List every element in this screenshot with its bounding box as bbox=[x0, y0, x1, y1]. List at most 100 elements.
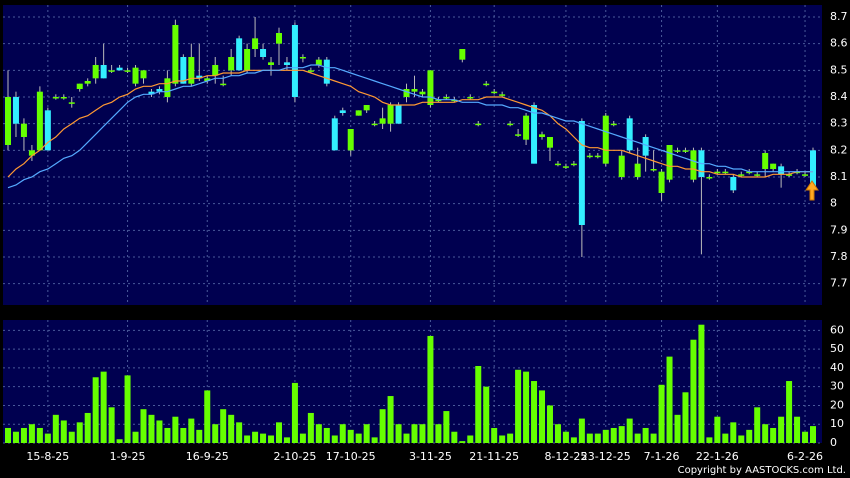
candle-body bbox=[810, 150, 816, 191]
candle-body bbox=[84, 81, 91, 84]
candle-body bbox=[124, 70, 131, 72]
y-tick-label: 8.3 bbox=[830, 117, 848, 130]
candle-body bbox=[299, 57, 306, 59]
volume-bar bbox=[220, 409, 227, 443]
volume-bar bbox=[164, 427, 171, 443]
candle-body bbox=[786, 174, 793, 176]
volume-bar bbox=[467, 435, 474, 443]
volume-bar bbox=[570, 437, 577, 443]
volume-bar bbox=[84, 412, 91, 443]
candle-body bbox=[116, 67, 123, 71]
volume-bar bbox=[738, 435, 745, 443]
candle-body bbox=[379, 118, 386, 124]
candle-body bbox=[323, 59, 330, 84]
volume-bar bbox=[539, 390, 546, 443]
volume-bar bbox=[499, 435, 506, 443]
volume-bar bbox=[618, 426, 625, 443]
volume-bar bbox=[108, 407, 115, 443]
candle-body bbox=[730, 177, 737, 191]
y2-tick-label: 30 bbox=[830, 380, 844, 393]
candle-body bbox=[427, 70, 434, 105]
volume-bar bbox=[690, 339, 697, 443]
candle-body bbox=[236, 38, 243, 71]
candle-body bbox=[722, 171, 729, 174]
volume-bar bbox=[546, 405, 553, 443]
volume-bar bbox=[291, 382, 298, 443]
marker-arrow bbox=[805, 180, 819, 201]
volume-bar bbox=[491, 427, 498, 443]
candle-body bbox=[762, 153, 769, 169]
candle-body bbox=[690, 150, 697, 180]
volume-bar bbox=[810, 426, 816, 443]
volume-bar bbox=[459, 441, 466, 443]
volume-bar bbox=[746, 429, 753, 443]
volume-bar bbox=[283, 437, 290, 443]
volume-bar bbox=[92, 377, 99, 443]
volume-bar bbox=[387, 396, 394, 443]
x-tick-label: 7-1-26 bbox=[644, 450, 680, 463]
candle-body bbox=[76, 83, 83, 89]
volume-bar bbox=[36, 427, 43, 443]
candle-body bbox=[539, 134, 546, 137]
candle-body bbox=[451, 99, 458, 102]
volume-bar bbox=[626, 418, 633, 443]
volume-bar bbox=[236, 422, 243, 443]
x-tick-label: 22-1-26 bbox=[696, 450, 739, 463]
candle-body bbox=[44, 110, 51, 151]
y-tick-label: 8.2 bbox=[830, 143, 848, 156]
y2-tick-label: 50 bbox=[830, 342, 844, 355]
volume-bar bbox=[650, 433, 657, 443]
candle-body bbox=[268, 62, 275, 65]
candle-body bbox=[164, 78, 171, 97]
candle-body bbox=[634, 163, 641, 177]
x-tick-label: 6-2-26 bbox=[787, 450, 823, 463]
volume-bar bbox=[666, 356, 673, 443]
volume-bar bbox=[706, 437, 713, 443]
volume-bar bbox=[188, 418, 195, 443]
volume-bar bbox=[307, 412, 314, 443]
volume-bar bbox=[658, 384, 665, 443]
candle-body bbox=[395, 105, 402, 124]
price-panel bbox=[3, 5, 822, 305]
volume-bar bbox=[252, 431, 259, 443]
volume-bar bbox=[754, 407, 761, 443]
volume-bar bbox=[268, 435, 275, 443]
candle-body bbox=[794, 171, 801, 174]
candle-body bbox=[331, 118, 338, 151]
volume-bar bbox=[586, 433, 593, 443]
volume-bar bbox=[260, 433, 267, 443]
candle-body bbox=[778, 166, 785, 175]
x-tick-label: 23-12-25 bbox=[581, 450, 631, 463]
y-tick-label: 8.5 bbox=[830, 63, 848, 76]
candle-body bbox=[682, 150, 689, 152]
volume-bar bbox=[148, 414, 155, 443]
x-tick-label: 3-11-25 bbox=[409, 450, 452, 463]
candle-body bbox=[626, 118, 633, 151]
volume-bar bbox=[355, 433, 362, 443]
candle-body bbox=[738, 174, 745, 176]
moving-average-line bbox=[7, 69, 813, 178]
x-tick-label: 2-10-25 bbox=[273, 450, 316, 463]
volume-bar bbox=[578, 418, 585, 443]
candle-body bbox=[674, 150, 681, 152]
volume-bar bbox=[331, 435, 338, 443]
x-tick-label: 15-8-25 bbox=[26, 450, 69, 463]
y-tick-label: 8.1 bbox=[830, 170, 848, 183]
candle-body bbox=[252, 38, 259, 49]
volume-bar bbox=[395, 424, 402, 443]
candle-body bbox=[363, 105, 370, 111]
volume-bar bbox=[403, 433, 410, 443]
volume-bar bbox=[602, 429, 609, 443]
x-tick-label: 21-11-25 bbox=[469, 450, 519, 463]
volume-bar bbox=[451, 431, 458, 443]
volume-bar bbox=[44, 433, 51, 443]
candle-body bbox=[339, 110, 346, 113]
y2-tick-label: 40 bbox=[830, 361, 844, 374]
y2-tick-label: 20 bbox=[830, 398, 844, 411]
volume-bar bbox=[52, 414, 59, 443]
candle-body bbox=[411, 89, 418, 92]
volume-bar bbox=[180, 427, 187, 443]
candle-body bbox=[355, 110, 362, 116]
candle-body bbox=[642, 137, 649, 156]
candle-body bbox=[315, 59, 322, 65]
